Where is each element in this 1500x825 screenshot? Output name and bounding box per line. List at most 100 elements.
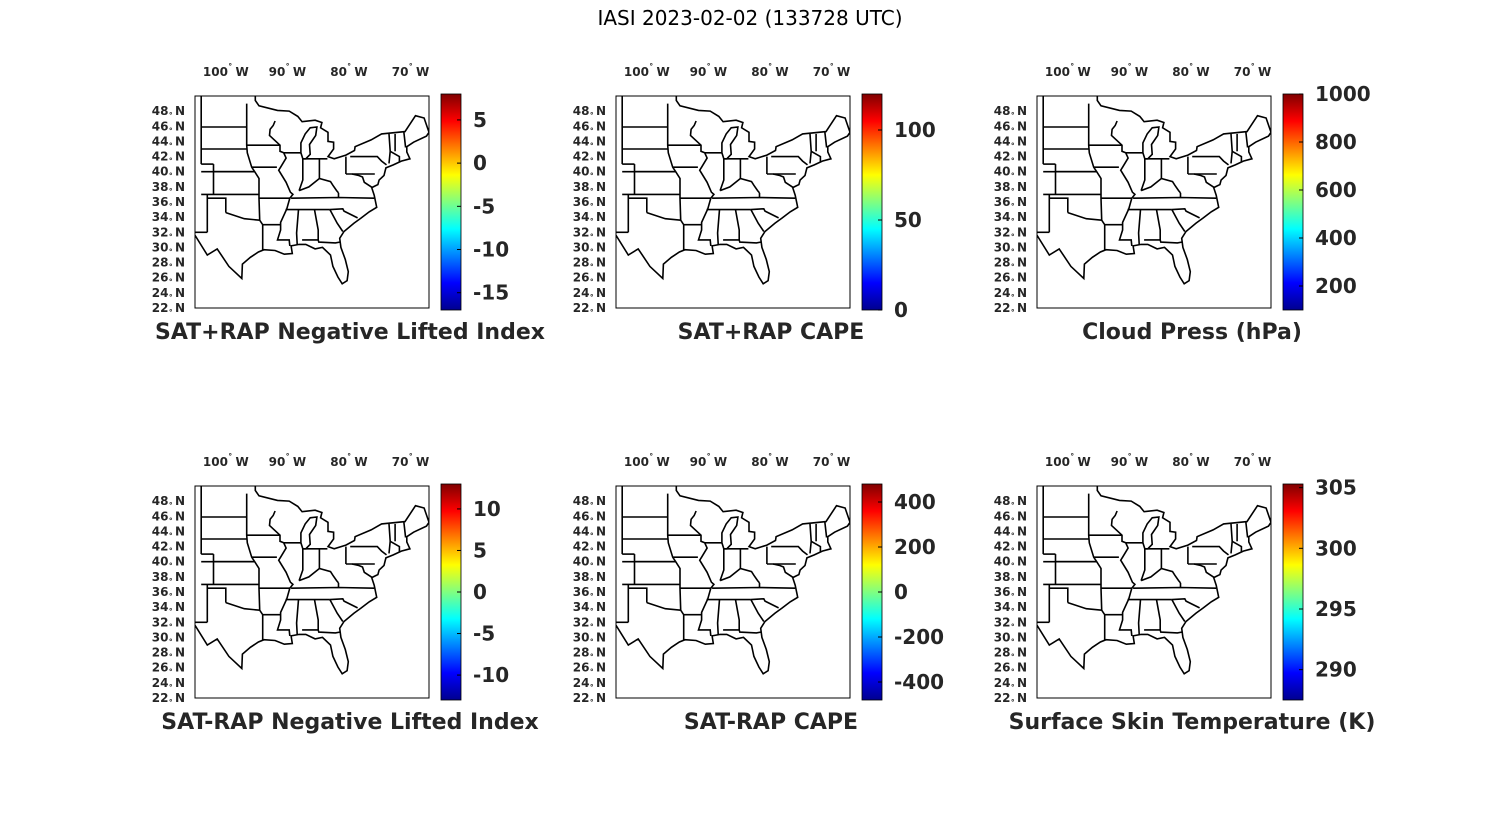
lat-tick-label: 24˚ N bbox=[573, 286, 606, 305]
state-border bbox=[680, 609, 685, 641]
panel-title: SAT-RAP Negative Lifted Index bbox=[161, 710, 539, 735]
lat-tick-label: 34˚ N bbox=[573, 600, 606, 619]
panel-title: SAT+RAP CAPE bbox=[677, 320, 865, 345]
lat-tick-label: 44˚ N bbox=[573, 134, 606, 153]
state-border bbox=[1230, 133, 1234, 164]
colorbar-tick-label: 800 bbox=[1315, 130, 1357, 154]
colorbar-tick-label: 300 bbox=[1315, 536, 1357, 560]
lat-tick-label: 42˚ N bbox=[152, 150, 185, 169]
state-border bbox=[628, 197, 648, 213]
coastline bbox=[616, 96, 850, 285]
state-border bbox=[809, 523, 813, 554]
state-border bbox=[351, 173, 373, 189]
state-border bbox=[1159, 629, 1182, 634]
state-border bbox=[329, 599, 344, 622]
colorbar-tick-label: -15 bbox=[473, 281, 509, 305]
state-border bbox=[1171, 599, 1186, 622]
lat-tick-label: 30˚N bbox=[152, 240, 185, 259]
state-border bbox=[298, 177, 340, 194]
lat-tick-label: 30˚N bbox=[152, 630, 185, 649]
state-border bbox=[1144, 209, 1161, 241]
state-border bbox=[268, 510, 295, 636]
coastline bbox=[195, 486, 429, 675]
lat-tick-label: 36˚ N bbox=[573, 585, 606, 604]
lon-tick-label: 70˚ W bbox=[1234, 453, 1271, 469]
lat-tick-label: 32˚ N bbox=[994, 615, 1027, 634]
lat-tick-label: 32˚ N bbox=[152, 615, 185, 634]
state-border bbox=[738, 629, 761, 634]
state-border bbox=[268, 120, 295, 246]
lat-tick-label: 30˚N bbox=[573, 630, 606, 649]
lat-tick-label: 40˚ N bbox=[994, 165, 1027, 184]
state-border bbox=[403, 131, 407, 148]
state-border bbox=[298, 548, 304, 581]
lat-tick-label: 44˚ N bbox=[573, 524, 606, 543]
lon-tick-label: 80˚ W bbox=[751, 63, 788, 79]
lon-tick-label: 100˚ W bbox=[1045, 63, 1091, 79]
lon-tick-label: 100˚ W bbox=[203, 63, 249, 79]
lat-tick-label: 36˚ N bbox=[152, 195, 185, 214]
state-border bbox=[810, 540, 822, 552]
lat-tick-label: 38˚ N bbox=[994, 570, 1027, 589]
colorbar-tick-label: 200 bbox=[894, 535, 936, 559]
panel-title: SAT-RAP CAPE bbox=[683, 710, 859, 735]
coastline bbox=[195, 96, 429, 285]
state-border bbox=[259, 219, 264, 251]
lat-tick-label: 26˚ N bbox=[152, 271, 185, 290]
state-border bbox=[738, 239, 761, 244]
state-border bbox=[1193, 563, 1215, 579]
state-border bbox=[719, 177, 761, 194]
state-border bbox=[329, 207, 358, 219]
state-border bbox=[1133, 586, 1217, 589]
lat-tick-label: 40˚ N bbox=[152, 555, 185, 574]
lat-tick-label: 28˚ N bbox=[994, 256, 1027, 275]
lon-tick-label: 80˚ W bbox=[1172, 63, 1209, 79]
colorbar-tick-label: 0 bbox=[473, 580, 487, 604]
state-border bbox=[1192, 545, 1229, 556]
state-border bbox=[225, 601, 260, 611]
lat-tick-label: 40˚ N bbox=[152, 165, 185, 184]
lake-outline bbox=[721, 516, 739, 550]
state-border bbox=[329, 209, 344, 232]
lat-tick-label: 28˚ N bbox=[152, 256, 185, 275]
colorbar-tick-label: 290 bbox=[1315, 658, 1357, 682]
lat-tick-label: 38˚ N bbox=[573, 180, 606, 199]
lat-tick-label: 42˚ N bbox=[573, 150, 606, 169]
colorbar-tick-label: 0 bbox=[473, 151, 487, 175]
state-border bbox=[298, 567, 340, 584]
state-border bbox=[245, 493, 261, 611]
state-border bbox=[809, 133, 813, 164]
lat-tick-label: 28˚ N bbox=[152, 646, 185, 665]
lat-tick-label: 32˚ N bbox=[573, 615, 606, 634]
colorbar-tick-label: 0 bbox=[894, 298, 908, 322]
lat-tick-label: 26˚ N bbox=[994, 661, 1027, 680]
state-border bbox=[302, 209, 319, 241]
state-border bbox=[1171, 209, 1186, 232]
state-border bbox=[750, 209, 765, 232]
state-border bbox=[295, 209, 300, 245]
state-border bbox=[1231, 540, 1243, 552]
lon-tick-label: 100˚ W bbox=[203, 453, 249, 469]
state-border bbox=[291, 586, 375, 589]
lon-tick-label: 70˚ W bbox=[1234, 63, 1271, 79]
lat-tick-label: 44˚ N bbox=[994, 134, 1027, 153]
state-border bbox=[771, 545, 808, 556]
map-figure: 100˚W 90˚W 80˚W 70˚W 48˚N46˚N44˚N42˚N40˚N38˚… bbox=[573, 63, 936, 322]
colorbar-tick-label: 400 bbox=[1315, 226, 1357, 250]
figure-title: IASI 2023-02-02 (133728 UTC) bbox=[597, 6, 903, 30]
lat-tick-label: 48˚N bbox=[152, 494, 185, 513]
lat-tick-label: 30˚N bbox=[994, 630, 1027, 649]
lon-tick-label: 70˚ W bbox=[813, 63, 850, 79]
colorbar-tick-label: -10 bbox=[473, 663, 509, 687]
lat-tick-label: 42˚ N bbox=[994, 540, 1027, 559]
map-frame bbox=[1036, 95, 1272, 309]
lat-tick-label: 26˚ N bbox=[152, 661, 185, 680]
map-frame bbox=[194, 485, 430, 699]
lat-tick-label: 24˚ N bbox=[994, 676, 1027, 695]
colorbar bbox=[1282, 483, 1304, 701]
state-border bbox=[302, 599, 319, 631]
state-border bbox=[719, 567, 761, 584]
